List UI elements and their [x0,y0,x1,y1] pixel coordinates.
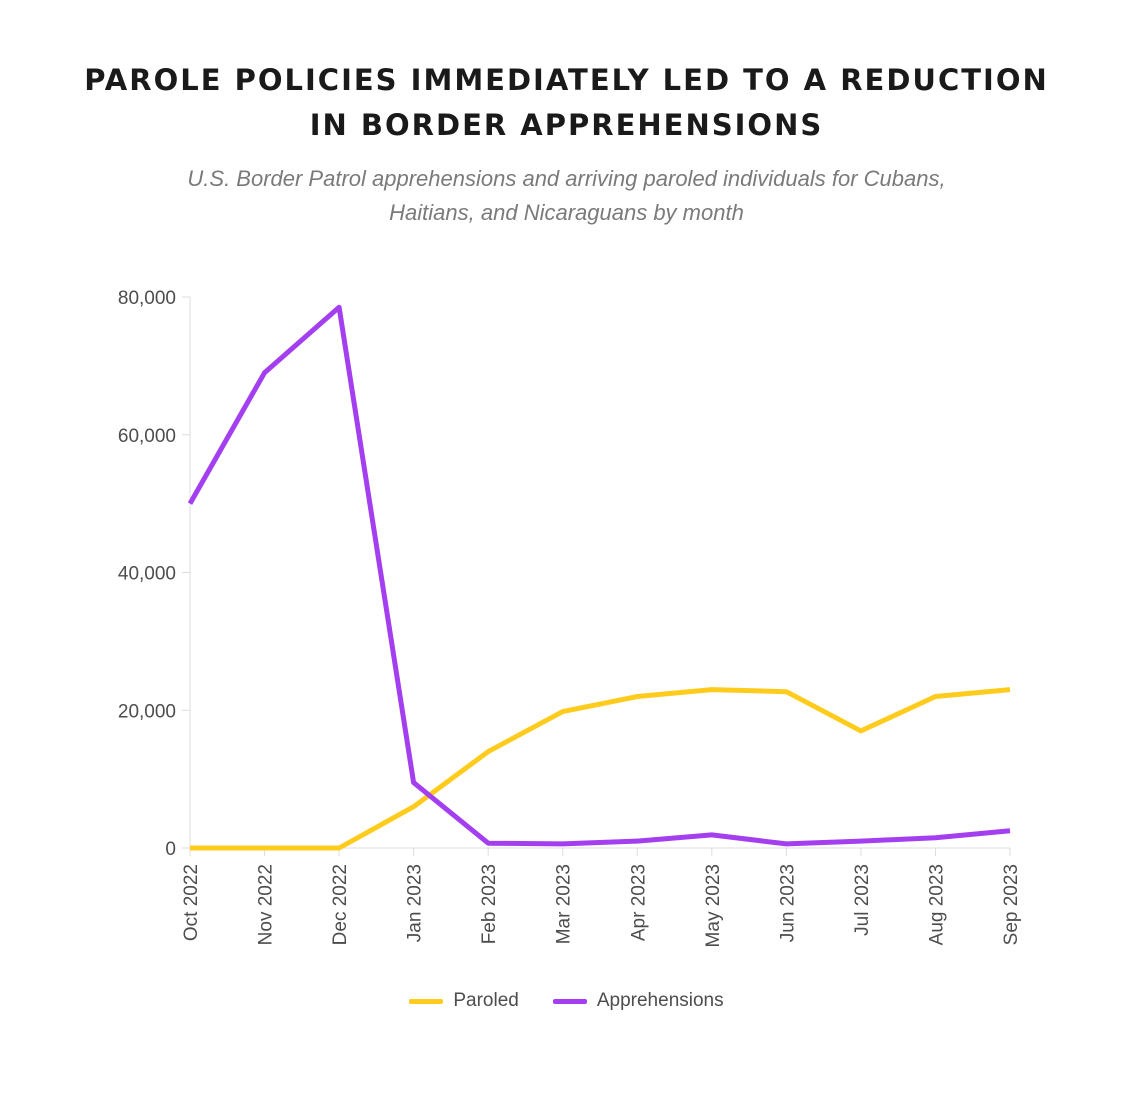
legend-swatch-paroled [409,998,444,1004]
data-point-apprehensions [337,305,342,310]
x-tick-label: Mar 2023 [554,864,575,944]
data-point-apprehensions [262,370,267,375]
x-tick-label: May 2023 [703,864,724,947]
data-point-paroled [858,728,863,733]
data-point-paroled [188,846,193,851]
x-tick-label: Dec 2022 [330,864,351,945]
legend-swatch-apprehensions [552,998,587,1004]
chart-series [187,304,1013,851]
x-tick-label: Aug 2023 [926,864,947,945]
title-line-1: PAROLE POLICIES IMMEDIATELY LED TO A RED… [84,63,1049,97]
x-tick-label: Jul 2023 [852,864,873,936]
data-point-paroled [337,846,342,851]
data-point-apprehensions [933,835,938,840]
y-tick-label: 0 [165,839,176,860]
subtitle-line-2: Haitians, and Nicaraguans by month [389,200,744,225]
data-point-paroled [635,694,640,699]
series-line-apprehensions [187,304,1011,847]
legend-item-apprehensions: Apprehensions [552,990,724,1012]
x-tick-label: Nov 2022 [256,864,277,945]
data-point-apprehensions [188,501,193,506]
data-point-paroled [709,687,714,692]
data-point-apprehensions [1008,828,1013,833]
data-point-apprehensions [784,841,789,846]
legend-label-apprehensions: Apprehensions [596,990,724,1011]
data-point-paroled [262,846,267,851]
y-tick-label: 60,000 [118,426,176,447]
data-point-apprehensions [858,839,863,844]
data-point-apprehensions [486,841,491,846]
x-tick-label: Oct 2022 [181,864,202,941]
chart-subtitle: U.S. Border Patrol apprehensions and arr… [0,162,1133,230]
data-point-paroled [933,694,938,699]
y-tick-label: 40,000 [118,564,176,585]
data-point-paroled [560,709,565,714]
chart-legend: Paroled Apprehensions [0,990,1133,1012]
subtitle-line-1: U.S. Border Patrol apprehensions and arr… [187,166,946,191]
data-point-apprehensions [709,832,714,837]
y-tick-label: 80,000 [118,288,176,309]
legend-item-paroled: Paroled [409,990,519,1012]
data-point-apprehensions [411,780,416,785]
x-tick-label: Sep 2023 [1001,864,1022,945]
data-point-apprehensions [635,839,640,844]
series-line-paroled [190,687,1011,851]
data-point-paroled [1008,687,1013,692]
x-tick-label: Feb 2023 [479,864,500,944]
legend-label-paroled: Paroled [453,990,519,1011]
data-point-paroled [411,804,416,809]
chart-axes: 0 20,000 40,000 60,000 80,000 Oct 2022 Nov 202… [118,288,1022,947]
x-tick-label: Jun 2023 [777,864,798,942]
data-point-paroled [784,689,789,694]
x-tick-label: Jan 2023 [405,864,426,942]
data-point-paroled [486,749,491,754]
chart-title: PAROLE POLICIES IMMEDIATELY LED TO A RED… [0,58,1133,148]
y-tick-label: 20,000 [118,701,176,722]
title-line-2: IN BORDER APPREHENSIONS [309,108,824,142]
data-point-apprehensions [560,841,565,846]
x-tick-label: Apr 2023 [628,864,649,941]
